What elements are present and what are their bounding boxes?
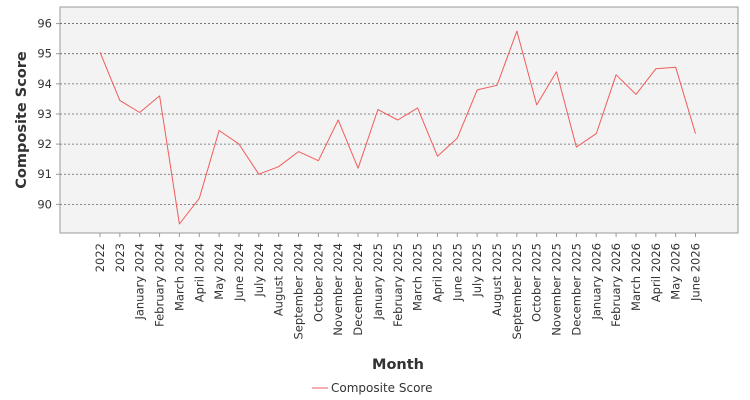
data-point xyxy=(158,94,161,97)
x-tick-label: December 2025 xyxy=(569,243,583,336)
x-tick-label: January 2025 xyxy=(371,243,385,321)
data-point xyxy=(615,73,618,76)
data-point xyxy=(98,51,101,54)
x-tick-label: July 2025 xyxy=(470,243,484,298)
x-tick-label: August 2025 xyxy=(490,243,504,316)
x-tick-label: June 2024 xyxy=(232,243,246,302)
data-point xyxy=(257,173,260,176)
x-tick-label: May 2026 xyxy=(669,243,683,300)
x-tick-label: 2023 xyxy=(113,243,127,272)
x-tick-label: November 2025 xyxy=(550,243,564,336)
x-tick-label: September 2025 xyxy=(510,243,524,340)
data-point xyxy=(634,93,637,96)
data-point xyxy=(198,197,201,200)
data-point xyxy=(515,30,518,33)
x-tick-label: 2022 xyxy=(93,243,107,272)
data-point xyxy=(218,129,221,132)
data-point xyxy=(277,165,280,168)
y-tick-labels: 90 91 92 93 94 95 96 xyxy=(37,17,60,211)
legend: Composite Score xyxy=(312,381,432,395)
data-point xyxy=(535,103,538,106)
x-tick-label: March 2024 xyxy=(172,243,186,311)
x-tick-label: February 2025 xyxy=(391,243,405,327)
x-tick-label: October 2025 xyxy=(530,243,544,322)
y-tick-label: 91 xyxy=(37,167,52,181)
data-point xyxy=(337,118,340,121)
x-tick-label: August 2024 xyxy=(272,243,286,316)
series-layer xyxy=(98,30,697,225)
x-tick-label: June 2025 xyxy=(450,243,464,302)
y-tick-label: 95 xyxy=(37,47,52,61)
x-tick-label: January 2024 xyxy=(133,243,147,321)
x-tick-label: July 2024 xyxy=(252,243,266,298)
data-point xyxy=(694,132,697,135)
data-point xyxy=(555,70,558,73)
data-point xyxy=(654,67,657,70)
data-point xyxy=(456,136,459,139)
x-tick-label: January 2026 xyxy=(589,243,603,321)
plot-area xyxy=(59,6,739,234)
y-tick-label: 93 xyxy=(37,107,52,121)
x-tick-label: February 2024 xyxy=(153,243,167,327)
data-point xyxy=(118,99,121,102)
legend-label: Composite Score xyxy=(331,381,432,395)
data-point xyxy=(178,222,181,225)
data-point xyxy=(297,150,300,153)
data-point xyxy=(575,146,578,149)
x-tick-label: October 2024 xyxy=(311,243,325,322)
data-point xyxy=(317,159,320,162)
x-tick-label: June 2026 xyxy=(689,243,703,302)
data-point xyxy=(495,84,498,87)
data-point xyxy=(138,111,141,114)
data-point xyxy=(674,66,677,69)
gridlines xyxy=(60,23,738,205)
data-point xyxy=(436,155,439,158)
x-axis-title: Month xyxy=(372,357,424,373)
x-tick-label: March 2026 xyxy=(629,243,643,311)
x-tick-labels: 2022 2023 January 2024 February 2024 March 2… xyxy=(93,233,703,340)
y-tick-label: 92 xyxy=(37,137,52,151)
x-tick-label: May 2024 xyxy=(212,243,226,300)
data-point xyxy=(396,118,399,121)
x-tick-label: February 2026 xyxy=(609,243,623,327)
x-tick-label: March 2025 xyxy=(411,243,425,311)
data-point xyxy=(237,143,240,146)
data-point xyxy=(356,167,359,170)
x-tick-label: December 2024 xyxy=(351,243,365,336)
x-tick-label: April 2026 xyxy=(649,243,663,302)
series-line xyxy=(99,30,696,225)
data-point xyxy=(595,132,598,135)
x-tick-label: November 2024 xyxy=(331,243,345,336)
data-point xyxy=(476,88,479,91)
y-tick-label: 96 xyxy=(37,17,52,31)
y-tick-label: 94 xyxy=(37,77,52,91)
x-tick-label: April 2024 xyxy=(192,243,206,302)
y-axis-title: Composite Score xyxy=(14,51,30,189)
data-point xyxy=(416,106,419,109)
y-tick-label: 90 xyxy=(37,197,52,211)
data-point xyxy=(376,108,379,111)
x-tick-label: September 2024 xyxy=(292,243,306,340)
x-tick-label: April 2025 xyxy=(430,243,444,302)
